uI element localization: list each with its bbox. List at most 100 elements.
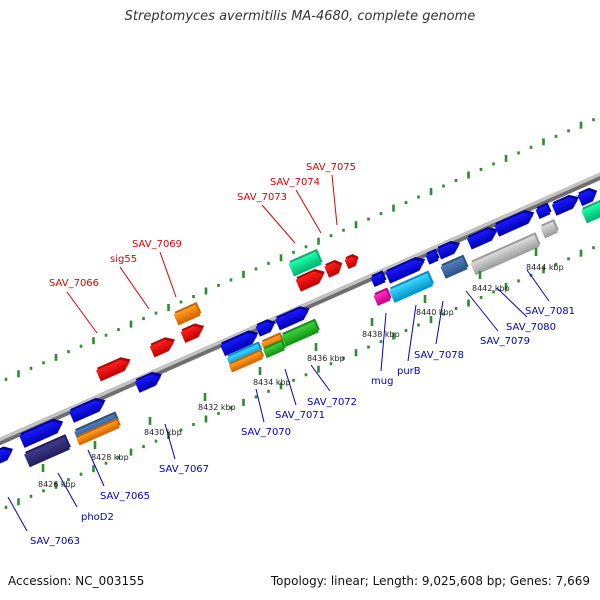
lower-gene-label[interactable]: SAV_7078 <box>414 350 464 361</box>
gene-feature-steel-blue[interactable] <box>440 254 470 279</box>
gene-feature-orange[interactable] <box>75 417 121 446</box>
upper-guide-dot <box>504 154 508 162</box>
gene-feature-blue[interactable] <box>134 369 165 393</box>
lower-gene-label[interactable]: SAV_7081 <box>525 306 575 317</box>
scale-tick-mark <box>203 393 207 401</box>
scale-tick-label: 8436 kbp <box>307 354 345 363</box>
gene-feature-silver[interactable] <box>539 219 559 239</box>
gene-feature-blue[interactable] <box>384 254 428 284</box>
gene-feature-red[interactable] <box>323 258 345 278</box>
lower-gene-label[interactable]: SAV_7079 <box>480 336 530 347</box>
lower-gene-leader <box>87 449 105 487</box>
gene-feature-blue[interactable] <box>255 317 279 337</box>
upper-guide-dot <box>579 121 583 129</box>
lower-gene-leader <box>526 269 550 302</box>
gene-feature-red[interactable] <box>95 354 134 382</box>
upper-gene-label[interactable]: sig55 <box>110 254 137 265</box>
upper-guide-dot <box>367 217 370 221</box>
upper-gene-label[interactable]: SAV_7073 <box>237 192 287 203</box>
gene-feature-spring-green[interactable] <box>580 198 600 224</box>
lower-gene-leader <box>465 290 499 332</box>
lower-guide-dot <box>592 246 595 250</box>
lower-guide-dot <box>579 249 583 257</box>
gene-feature-red[interactable] <box>149 334 178 358</box>
upper-guide-dot <box>92 337 95 345</box>
gene-feature-blue[interactable] <box>274 303 313 331</box>
scale-tick-label: 8442 kbp <box>472 284 510 293</box>
upper-guide-dot <box>329 234 333 238</box>
lower-guide-dot <box>442 312 445 316</box>
upper-gene-label[interactable]: SAV_7066 <box>49 278 99 289</box>
upper-guide-dot <box>142 317 145 321</box>
lower-gene-leader <box>496 287 528 318</box>
gene-feature-blue[interactable] <box>493 207 537 237</box>
lower-gene-label[interactable]: purB <box>397 366 421 377</box>
gene-feature-blue[interactable] <box>551 192 582 216</box>
gene-feature-blue[interactable] <box>370 270 388 287</box>
gene-feature-blue[interactable] <box>18 416 66 448</box>
lower-gene-label[interactable]: SAV_7067 <box>159 464 209 475</box>
gene-features <box>0 185 600 468</box>
lower-guide-dot <box>392 332 395 340</box>
lower-gene-label[interactable]: SAV_7065 <box>100 491 150 502</box>
upper-guide-dot <box>179 300 183 304</box>
gene-feature-blue[interactable] <box>0 443 16 466</box>
upper-gene-leader <box>295 189 322 234</box>
scale-tick-label: 8440 kbp <box>416 308 454 317</box>
upper-guide-dot <box>417 195 420 199</box>
gene-feature-silver[interactable] <box>470 232 542 276</box>
upper-gene-label[interactable]: SAV_7075 <box>306 162 356 173</box>
gene-feature-red[interactable] <box>344 252 362 269</box>
lower-gene-leader <box>57 472 78 508</box>
lower-gene-label[interactable]: mug <box>371 376 393 387</box>
gene-feature-magenta[interactable] <box>373 287 393 306</box>
lower-guide-dot <box>104 461 108 465</box>
gene-feature-orange[interactable] <box>173 302 202 326</box>
upper-guide-dot <box>167 304 170 311</box>
lower-gene-leader <box>310 364 331 392</box>
lower-guide-dot <box>267 389 270 393</box>
lower-gene-label[interactable]: SAV_7080 <box>506 322 556 333</box>
upper-guide-dot <box>379 212 383 216</box>
gene-feature-blue[interactable] <box>577 185 600 207</box>
gene-feature-blue[interactable] <box>68 395 108 423</box>
lower-guide-dot <box>567 257 570 261</box>
upper-guide-dot <box>454 179 458 182</box>
lower-gene-label[interactable]: SAV_7070 <box>241 427 291 438</box>
gene-feature-red[interactable] <box>180 320 208 343</box>
upper-guide-dot <box>404 201 408 205</box>
scale-tick-mark <box>314 343 318 351</box>
gene-feature-orange[interactable] <box>228 348 265 373</box>
lower-gene-label[interactable]: phoD2 <box>81 512 114 523</box>
lower-gene-label[interactable]: SAV_7072 <box>307 397 357 408</box>
gene-feature-dark-slate-blue[interactable] <box>23 434 72 468</box>
gene-feature-blue[interactable] <box>219 327 261 357</box>
upper-guide-dot <box>554 134 558 138</box>
lower-guide-dot <box>329 362 333 366</box>
lower-gene-leader <box>407 304 417 362</box>
upper-guide-dot <box>192 295 195 298</box>
scale-tick-mark <box>478 271 482 279</box>
lower-gene-label[interactable]: SAV_7063 <box>30 536 80 547</box>
upper-gene-label[interactable]: SAV_7074 <box>270 177 320 188</box>
scale-tick-label: 8438 kbp <box>362 330 400 339</box>
gene-feature-spring-green[interactable] <box>288 248 324 277</box>
upper-gene-label[interactable]: SAV_7069 <box>132 239 182 250</box>
scale-ticks: 8426 kbp 8428 kbp 8430 kbp 8432 kbp 8434 kbp… <box>38 248 564 489</box>
gene-feature-blue[interactable] <box>466 224 501 250</box>
lower-guide-dot <box>142 445 145 449</box>
gene-feature-lime-green[interactable] <box>280 318 320 347</box>
gene-feature-cyan[interactable] <box>388 270 435 303</box>
gene-feature-blue[interactable] <box>535 202 553 219</box>
gene-feature-lime-green[interactable] <box>262 339 287 359</box>
lower-guide-dot <box>367 345 370 349</box>
upper-gene-leader <box>119 266 150 310</box>
gene-feature-blue[interactable] <box>425 248 441 265</box>
lower-guide-dot <box>554 262 558 266</box>
gene-feature-red[interactable] <box>295 266 329 292</box>
gene-feature-blue[interactable] <box>436 238 463 260</box>
lower-gene-label[interactable]: SAV_7071 <box>275 410 325 421</box>
upper-guide-dot <box>242 270 245 278</box>
scale-tick-label: 8434 kbp <box>253 378 291 387</box>
